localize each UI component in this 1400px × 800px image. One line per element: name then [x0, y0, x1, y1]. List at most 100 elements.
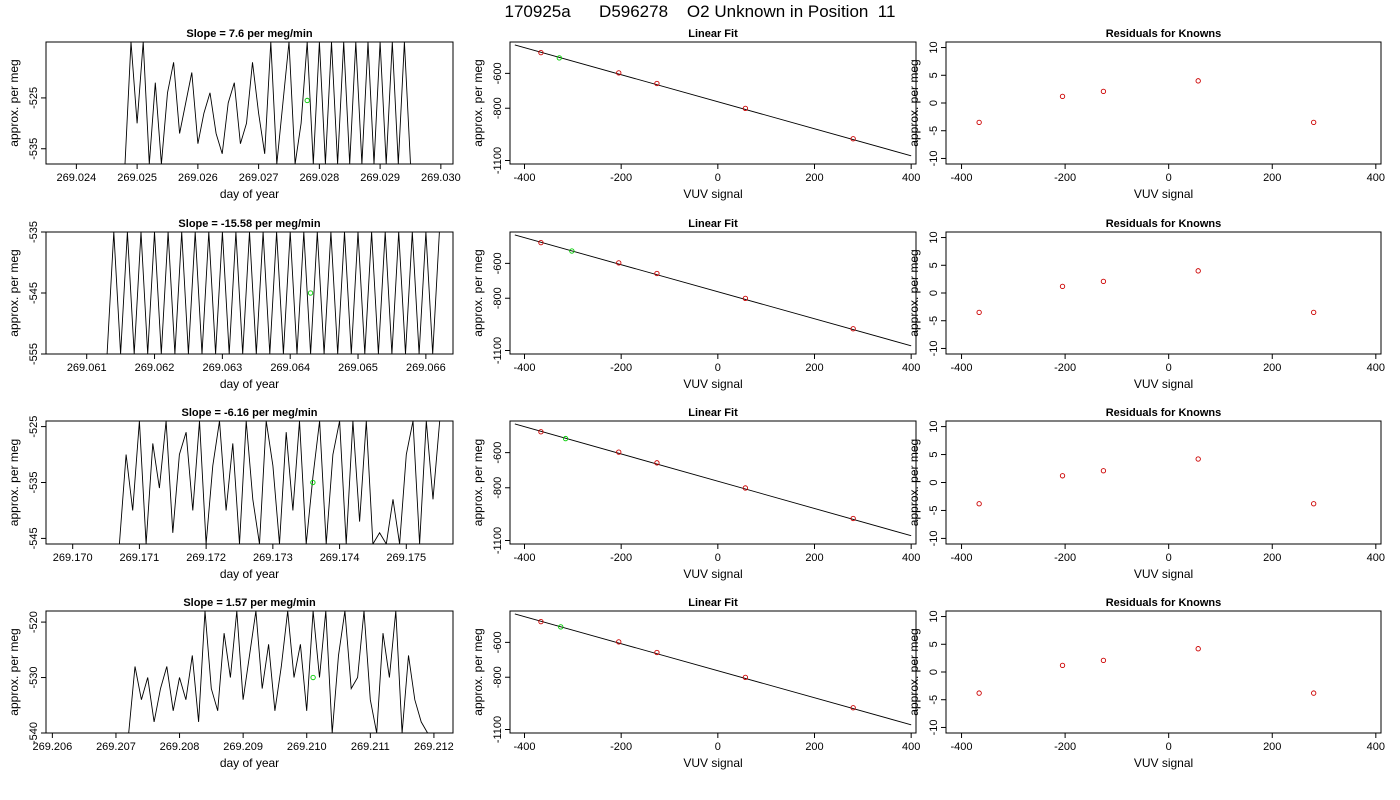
x-tick-label: 200 [1263, 741, 1281, 753]
residual-point [976, 309, 982, 316]
x-tick-label: 269.173 [253, 552, 293, 564]
plot-frame [509, 231, 917, 355]
x-tick-label: 269.030 [421, 172, 461, 184]
plot-data [514, 44, 912, 157]
y-tick-label: -545 [28, 527, 40, 549]
x-tick-label: 269.024 [56, 172, 96, 184]
fit-line [514, 44, 912, 157]
x-tick-label: 400 [1367, 741, 1385, 753]
x-axis-label: VUV signal [683, 187, 742, 201]
y-tick-label: 5 [928, 641, 940, 647]
panel-title: Linear Fit [688, 407, 738, 419]
y-tick-label: -1100 [492, 147, 504, 174]
known-point [538, 618, 544, 625]
x-tick-label: 269.171 [120, 552, 160, 564]
plot-data [514, 613, 912, 726]
known-point [742, 674, 749, 681]
y-tick-label: -10 [928, 341, 940, 357]
y-tick-label: -800 [492, 477, 504, 499]
x-tick-label: 269.207 [96, 741, 136, 753]
plot-frame [509, 610, 917, 734]
x-tick-label: 269.026 [178, 172, 218, 184]
plot-frame [45, 610, 454, 734]
x-tick-label: 200 [805, 741, 823, 753]
plot-frame [945, 41, 1382, 165]
panel-linear-fit-row0: Linear Fit -400 -200 0 200 400 -600 -800 -1100 VU… [471, 28, 920, 201]
residual-point [976, 119, 982, 126]
known-point [616, 70, 622, 76]
x-tick-label: 269.175 [386, 552, 426, 564]
x-axis-label: VUV signal [1134, 567, 1193, 581]
series-line [124, 42, 411, 164]
y-tick-label: 5 [928, 451, 940, 457]
y-tick-label: -600 [492, 631, 504, 653]
y-axis-label: approx. per meg [907, 439, 921, 526]
residual-point [976, 501, 982, 507]
y-tick-label: -1100 [492, 337, 504, 364]
y-axis-label: approx. per meg [7, 439, 21, 526]
x-tick-label: 269.061 [67, 362, 107, 374]
x-tick-label: 400 [1367, 172, 1385, 184]
residual-point [1195, 456, 1201, 462]
x-tick-label: 400 [902, 741, 920, 753]
plot-data [976, 646, 1317, 696]
x-tick-label: -400 [951, 362, 973, 374]
y-tick-label: -535 [28, 221, 40, 243]
known-point [850, 326, 856, 332]
known-point [742, 295, 749, 302]
panel-title: Linear Fit [688, 28, 738, 40]
panel-residuals-row0: Residuals for Knowns -400 -200 0 200 400 10 5 0 -… [907, 28, 1385, 201]
panel-title: Residuals for Knowns [1106, 218, 1222, 230]
y-tick-label: 5 [928, 262, 940, 268]
residual-point [1100, 88, 1107, 95]
y-tick-label: 10 [928, 610, 940, 622]
panel-title: Linear Fit [688, 597, 738, 609]
page-title: 170925a D596278 O2 Unknown in Position 1… [504, 2, 896, 21]
residual-point [1059, 473, 1066, 479]
y-tick-label: 0 [928, 100, 940, 106]
x-axis-label: day of year [220, 377, 279, 391]
x-tick-label: -400 [513, 172, 535, 184]
y-tick-label: -535 [28, 471, 40, 493]
panel-title: Slope = -6.16 per meg/min [181, 407, 317, 419]
y-tick-label: -600 [492, 252, 504, 274]
x-tick-label: 269.172 [186, 552, 226, 564]
x-tick-label: 269.027 [239, 172, 279, 184]
panel-residuals-row1: Residuals for Knowns -400 -200 0 200 400 10 5 0 -… [907, 218, 1385, 391]
x-axis-label: VUV signal [1134, 756, 1193, 770]
plot-frame [945, 610, 1382, 734]
panel-title: Residuals for Knowns [1106, 28, 1222, 40]
plot-data [128, 611, 428, 733]
known-point [538, 429, 544, 435]
known-point [654, 270, 660, 277]
known-point [654, 649, 660, 656]
known-point [654, 460, 660, 466]
residual-point [1100, 278, 1107, 285]
x-axis-label: day of year [220, 187, 279, 201]
x-tick-label: 269.064 [270, 362, 310, 374]
x-tick-label: 269.209 [223, 741, 263, 753]
plot-frame [45, 231, 454, 355]
x-tick-label: -200 [610, 552, 632, 564]
unknown-point [310, 674, 316, 681]
x-tick-label: 269.063 [202, 362, 242, 374]
x-tick-label: 200 [805, 552, 823, 564]
x-tick-label: 269.212 [414, 741, 454, 753]
unknown-point [556, 55, 562, 61]
unknown-point [304, 97, 310, 104]
y-tick-label: -600 [492, 442, 504, 464]
fit-line [514, 234, 912, 347]
x-tick-label: -400 [951, 552, 973, 564]
known-point [538, 239, 544, 246]
plot-data [976, 78, 1317, 126]
known-point [616, 260, 622, 266]
y-tick-label: -10 [928, 530, 940, 546]
y-tick-label: 10 [928, 420, 940, 432]
known-point [850, 136, 856, 142]
panel-title: Slope = 7.6 per meg/min [186, 28, 313, 40]
y-tick-label: -800 [492, 97, 504, 119]
x-tick-label: 0 [715, 362, 721, 374]
panel-title: Residuals for Knowns [1106, 597, 1222, 609]
x-axis-label: VUV signal [1134, 187, 1193, 201]
